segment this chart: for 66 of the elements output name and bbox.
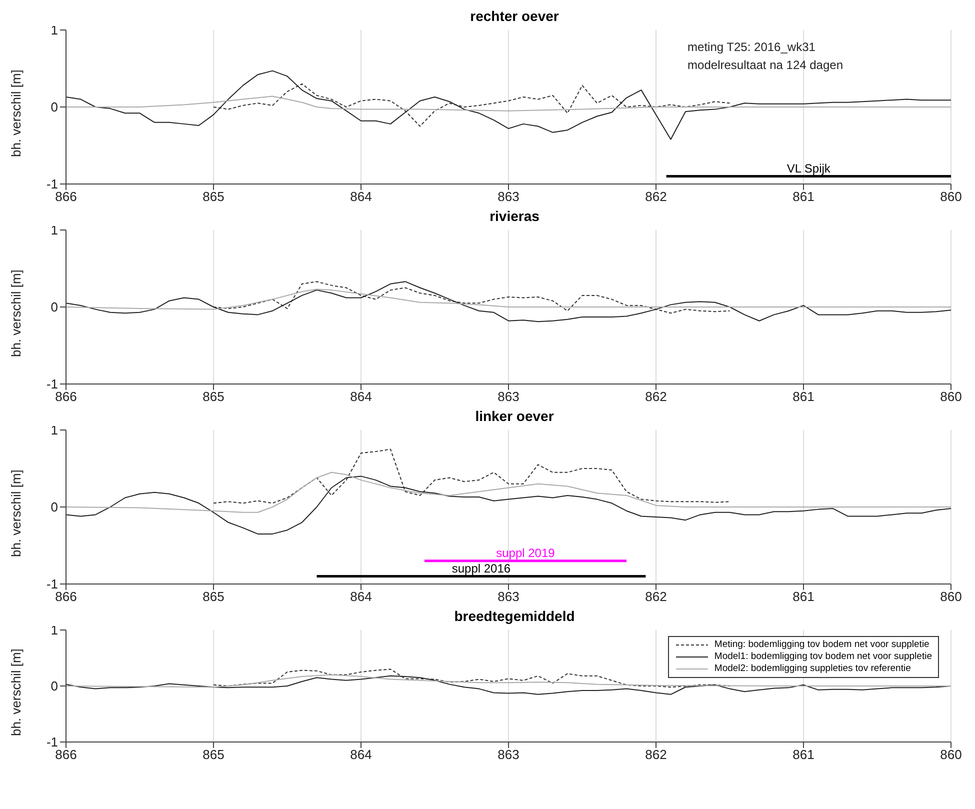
y-tick-label: -1 [46, 176, 58, 192]
line-series [66, 281, 951, 322]
y-tick-label: 1 [50, 22, 58, 38]
x-tick-label: 860 [940, 589, 962, 604]
x-tick-label: 863 [498, 747, 520, 762]
line-series [213, 83, 730, 127]
y-tick-label: 1 [50, 622, 58, 638]
x-tick-label: 862 [645, 747, 667, 762]
x-tick-label: 866 [55, 747, 77, 762]
x-tick-label: 864 [350, 589, 372, 604]
x-tick-label: 863 [498, 189, 520, 204]
line-series [66, 472, 951, 513]
chart-title: linker oever [475, 408, 554, 424]
line-series [66, 96, 951, 112]
x-tick-label: 865 [202, 589, 224, 604]
x-tick-label: 861 [792, 589, 814, 604]
x-tick-label: 862 [645, 389, 667, 404]
series-label: suppl 2019 [496, 546, 556, 560]
x-tick-label: 863 [498, 589, 520, 604]
legend-label: Model2: bodemligging suppleties tov referentie [714, 663, 911, 675]
x-tick-label: 862 [645, 189, 667, 204]
chart-title: rivieras [490, 208, 540, 224]
x-tick-label: 864 [350, 747, 372, 762]
x-tick-label: 866 [55, 189, 77, 204]
series-label: VL Spijk [786, 161, 832, 176]
line-series [66, 674, 951, 688]
x-tick-label: 863 [498, 389, 520, 404]
y-tick-label: 0 [50, 300, 58, 315]
x-tick-label: 861 [792, 389, 814, 404]
x-tick-label: 861 [792, 747, 814, 762]
line-series [66, 476, 951, 534]
line-series [213, 281, 730, 314]
x-tick-label: 860 [940, 389, 962, 404]
x-tick-label: 866 [55, 589, 77, 604]
y-tick-label: 0 [50, 678, 58, 694]
annotation: meting T25: 2016_wk31 [688, 39, 816, 56]
x-tick-label: 860 [940, 189, 962, 204]
legend-label: Meting: bodemligging tov bodem net voor suppletie [714, 639, 930, 651]
y-tick-label: -1 [46, 576, 58, 592]
y-axis-title: bh. verschil [m] [8, 70, 24, 157]
line-series [66, 288, 951, 310]
x-tick-label: 860 [940, 747, 962, 762]
line-series [213, 448, 730, 504]
y-tick-label: 0 [50, 100, 58, 115]
x-tick-label: 861 [792, 189, 814, 204]
y-axis-title: bh. verschil [m] [8, 270, 24, 357]
y-tick-label: 1 [50, 222, 58, 238]
y-tick-label: -1 [46, 376, 58, 392]
x-tick-label: 866 [55, 389, 77, 404]
y-axis-title: bh. verschil [m] [8, 470, 24, 557]
chart-title: rechter oever [470, 8, 559, 24]
chart-title: breedtegemiddeld [454, 608, 575, 624]
x-tick-label: 865 [202, 189, 224, 204]
y-tick-label: -1 [46, 734, 58, 750]
y-axis-title: bh. verschil [m] [8, 648, 24, 736]
x-tick-label: 865 [202, 747, 224, 762]
x-tick-label: 864 [350, 189, 372, 204]
y-tick-label: 0 [50, 500, 58, 515]
x-tick-label: 862 [645, 589, 667, 604]
line-series [66, 70, 951, 140]
x-tick-label: 864 [350, 389, 372, 404]
legend-label: Model1: bodemligging tov bodem net voor suppletie [714, 651, 932, 663]
annotation: modelresultaat na 124 dagen [688, 57, 843, 74]
y-tick-label: 1 [50, 422, 58, 438]
series-label: suppl 2016 [452, 561, 511, 576]
x-tick-label: 865 [202, 389, 224, 404]
